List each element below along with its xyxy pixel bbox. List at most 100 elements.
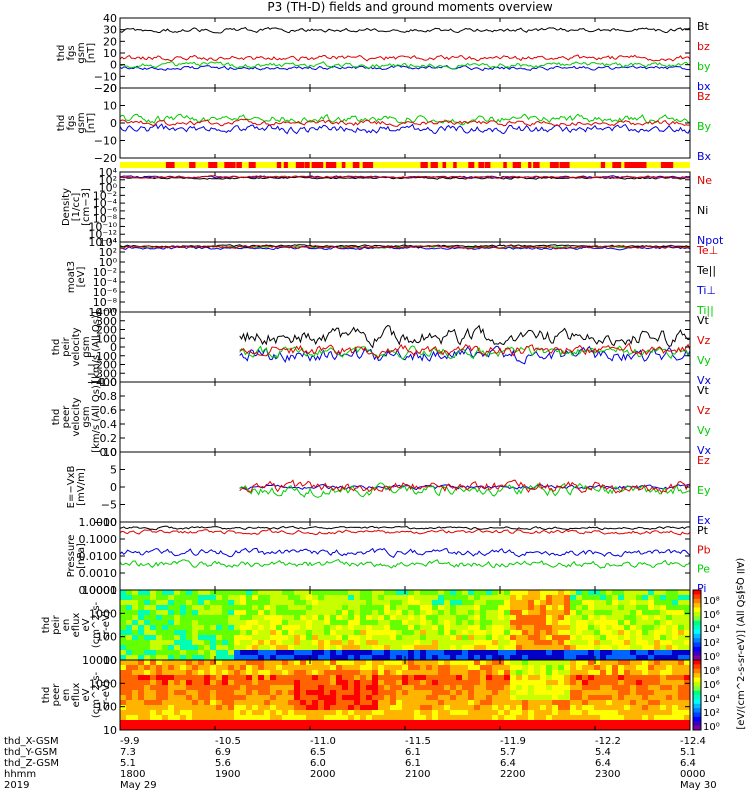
spectrogram-cell — [348, 630, 355, 636]
y-tick-label: 300 — [96, 315, 117, 328]
spectrogram-cell — [354, 705, 361, 711]
spectrogram-cell — [384, 655, 391, 661]
spectrogram-cell — [252, 655, 259, 661]
spectrogram-cell — [534, 620, 541, 626]
spectrogram-cell — [678, 625, 685, 631]
trace-Bt — [119, 27, 691, 34]
spectrogram-cell — [120, 720, 127, 726]
spectrogram-cell — [582, 720, 589, 726]
spectrogram-cell — [474, 635, 481, 641]
spectrogram-cell — [462, 690, 469, 696]
spectrogram-cell — [516, 660, 523, 666]
spectrogram-cell — [366, 630, 373, 636]
spectrogram-cell — [354, 640, 361, 646]
spectrogram-cell — [348, 690, 355, 696]
status-bar-segment — [328, 162, 334, 168]
spectrogram-cell — [444, 635, 451, 641]
spectrogram-cell — [654, 685, 661, 691]
spectrogram-cell — [348, 620, 355, 626]
spectrogram-cell — [306, 605, 313, 611]
spectrogram-cell — [606, 670, 613, 676]
spectrogram-cell — [612, 670, 619, 676]
spectrogram-cell — [324, 600, 331, 606]
spectrogram-cell — [180, 605, 187, 611]
spectrogram-cell — [192, 655, 199, 661]
spectrogram-cell — [144, 590, 151, 596]
spectrogram-cell — [678, 675, 685, 681]
spectrogram-cell — [528, 645, 535, 651]
spectrogram-cell — [258, 675, 265, 681]
spectrogram-cell — [288, 725, 295, 731]
spectrogram-cell — [330, 660, 337, 666]
spectrogram-cell — [510, 705, 517, 711]
spectrogram-cell — [162, 615, 169, 621]
spectrogram-cell — [438, 615, 445, 621]
spectrogram-cell — [606, 645, 613, 651]
spectrogram-cell — [612, 630, 619, 636]
spectrogram-cell — [192, 725, 199, 731]
spectrogram-cell — [486, 635, 493, 641]
spectrogram-cell — [396, 665, 403, 671]
spectrogram-cell — [180, 660, 187, 666]
spectrogram-cell — [180, 620, 187, 626]
status-bar-segment — [503, 162, 507, 168]
spectrogram-cell — [384, 710, 391, 716]
spectrogram-cell — [474, 695, 481, 701]
spectrogram-cell — [402, 695, 409, 701]
spectrogram-cell — [198, 600, 205, 606]
spectrogram-cell — [660, 610, 667, 616]
spectrogram-cell — [216, 605, 223, 611]
spectrogram-cell — [480, 670, 487, 676]
status-bar-segment — [624, 162, 630, 168]
spectrogram-cell — [330, 615, 337, 621]
spectrogram-cell — [600, 595, 607, 601]
spectrogram-cell — [402, 600, 409, 606]
spectrogram-cell — [366, 610, 373, 616]
spectrogram-cell — [132, 695, 139, 701]
spectrogram-cell — [312, 645, 319, 651]
spectrogram-cell — [390, 655, 397, 661]
spectrogram-cell — [186, 610, 193, 616]
spectrogram-cell — [582, 695, 589, 701]
spectrogram-cell — [336, 645, 343, 651]
spectrogram-cell — [240, 710, 247, 716]
spectrogram-cell — [594, 600, 601, 606]
spectrogram-cell — [636, 590, 643, 596]
spectrogram-cell — [168, 700, 175, 706]
spectrogram-cell — [528, 700, 535, 706]
spectrogram-cell — [270, 630, 277, 636]
spectrogram-cell — [264, 710, 271, 716]
y-tick-label: −200 — [87, 359, 117, 372]
spectrogram-cell — [600, 670, 607, 676]
spectrogram-cell — [294, 615, 301, 621]
spectrogram-cell — [522, 700, 529, 706]
spectrogram-cell — [684, 680, 691, 686]
spectrogram-cell — [312, 700, 319, 706]
spectrogram-cell — [498, 665, 505, 671]
spectrogram-cell — [306, 710, 313, 716]
spectrogram-cell — [354, 635, 361, 641]
spectrogram-cell — [336, 635, 343, 641]
spectrogram-cell — [150, 605, 157, 611]
spectrogram-cell — [180, 725, 187, 731]
spectrogram-cell — [234, 590, 241, 596]
spectrogram-cell — [312, 685, 319, 691]
spectrogram-cell — [372, 720, 379, 726]
hhmm-value: 2200 — [500, 769, 525, 780]
spectrogram-cell — [498, 660, 505, 666]
spectrogram-cell — [618, 710, 625, 716]
spectrogram-cell — [138, 665, 145, 671]
spectrogram-cell — [600, 720, 607, 726]
spectrogram-cell — [246, 675, 253, 681]
spectrogram-cell — [432, 595, 439, 601]
spectrogram-cell — [576, 720, 583, 726]
spectrogram-cell — [210, 695, 217, 701]
spectrogram-cell — [264, 660, 271, 666]
spectrogram-cell — [150, 600, 157, 606]
spectrogram-cell — [462, 590, 469, 596]
spectrogram-cell — [684, 675, 691, 681]
spectrogram-cell — [240, 695, 247, 701]
spectrogram-cell — [630, 725, 637, 731]
spectrogram-cell — [516, 710, 523, 716]
spectrogram-cell — [312, 605, 319, 611]
